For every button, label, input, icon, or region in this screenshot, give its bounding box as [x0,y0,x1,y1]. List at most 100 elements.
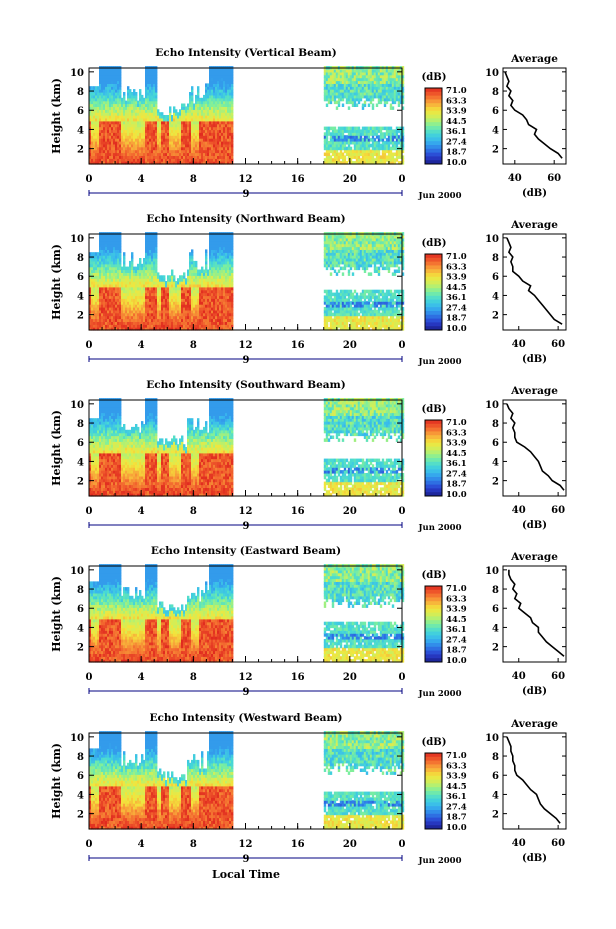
echo-cell [193,129,196,133]
echo-cell [197,94,200,99]
echo-cell [221,146,224,151]
echo-cell [115,92,118,96]
echo-cell [155,89,158,93]
echo-cell [217,138,220,142]
echo-cell [105,115,108,119]
echo-cell [197,129,200,133]
echo-cell [111,143,114,148]
echo-cell [187,155,190,159]
echo-cell [183,103,186,107]
echo-cell [103,126,106,131]
echo-cell [135,117,138,122]
echo-cell [215,106,218,110]
echo-cell [219,106,222,110]
echo-cell [217,109,220,113]
echo-cell [101,149,104,154]
echo-cell [93,158,96,162]
echo-cell [157,161,160,165]
echo-cell [149,143,152,148]
echo-cell [199,103,202,107]
echo-cell [217,77,220,82]
echo-cell [149,74,152,79]
echo-cell [201,129,204,133]
echo-cell [147,71,150,76]
echo-cell [155,143,158,148]
echo-cell [139,89,142,93]
echo-cell [99,135,102,139]
echo-cell [221,71,224,76]
echo-cell [169,109,172,113]
echo-cell [171,149,174,154]
echo-cell [143,100,146,105]
echo-cell [205,109,208,113]
echo-cell [167,149,170,154]
echo-cell [149,89,152,93]
colorbar-swatch [425,110,442,115]
colorbar-tick-label: 63.3 [446,96,467,106]
echo-cell [173,152,176,156]
echo-cell [105,126,108,131]
echo-cell [105,123,108,128]
echo-cell [223,120,226,125]
echo-cell [97,103,100,107]
x-tick-label: 16 [291,174,305,185]
echo-cell [211,115,214,119]
echo-cell [219,149,222,154]
echo-cell [201,109,204,113]
echo-cell [167,132,170,136]
echo-cell [157,120,160,125]
echo-cell [213,155,216,159]
echo-cell [183,146,186,151]
echo-cell [211,117,214,122]
echo-cell [225,97,228,102]
echo-cell [153,155,156,159]
average-y-tick-label: 8 [492,87,499,98]
echo-cell [107,129,110,133]
echo-cell [181,161,184,165]
echo-cell [93,129,96,133]
echo-cell [155,83,158,87]
echo-cell [163,149,166,154]
echo-cell [111,129,114,133]
echo-cell [213,126,216,131]
echo-cell [103,135,106,139]
echo-cell [213,143,216,148]
echo-cell [129,89,132,93]
colorbar-tick-label: 44.5 [446,117,467,127]
echo-cell [217,155,220,159]
echo-cell [121,141,124,145]
echo-cell [213,103,216,107]
echo-cell [169,132,172,136]
echo-cell [225,117,228,122]
echo-cell [107,143,110,148]
echo-cell [145,109,148,113]
echo-cell [195,149,198,154]
echo-cell [133,100,136,105]
echo-cell [149,161,152,165]
echo-cell [225,152,228,156]
echo-cell [133,138,136,142]
echo-cell [215,141,218,145]
echo-cell [153,112,156,116]
echo-cell [115,161,118,165]
echo-cell [157,149,160,154]
echo-cell [129,152,132,156]
echo-cell [175,132,178,136]
echo-cell [93,132,96,136]
echo-cell [213,129,216,133]
echo-cell [229,112,232,116]
echo-cell [209,89,212,93]
echo-cell [93,138,96,142]
echo-cell [221,141,224,145]
echo-cell [143,126,146,131]
echo-cell [139,97,142,102]
echo-cell [109,74,112,79]
echo-cell [211,109,214,113]
echo-cell [223,115,226,119]
echo-cell [201,115,204,119]
echo-cell [113,94,116,99]
average-x-tick-label: 40 [508,173,522,184]
echo-cell [91,86,94,90]
echo-cell [119,141,122,145]
echo-cell [119,120,122,125]
